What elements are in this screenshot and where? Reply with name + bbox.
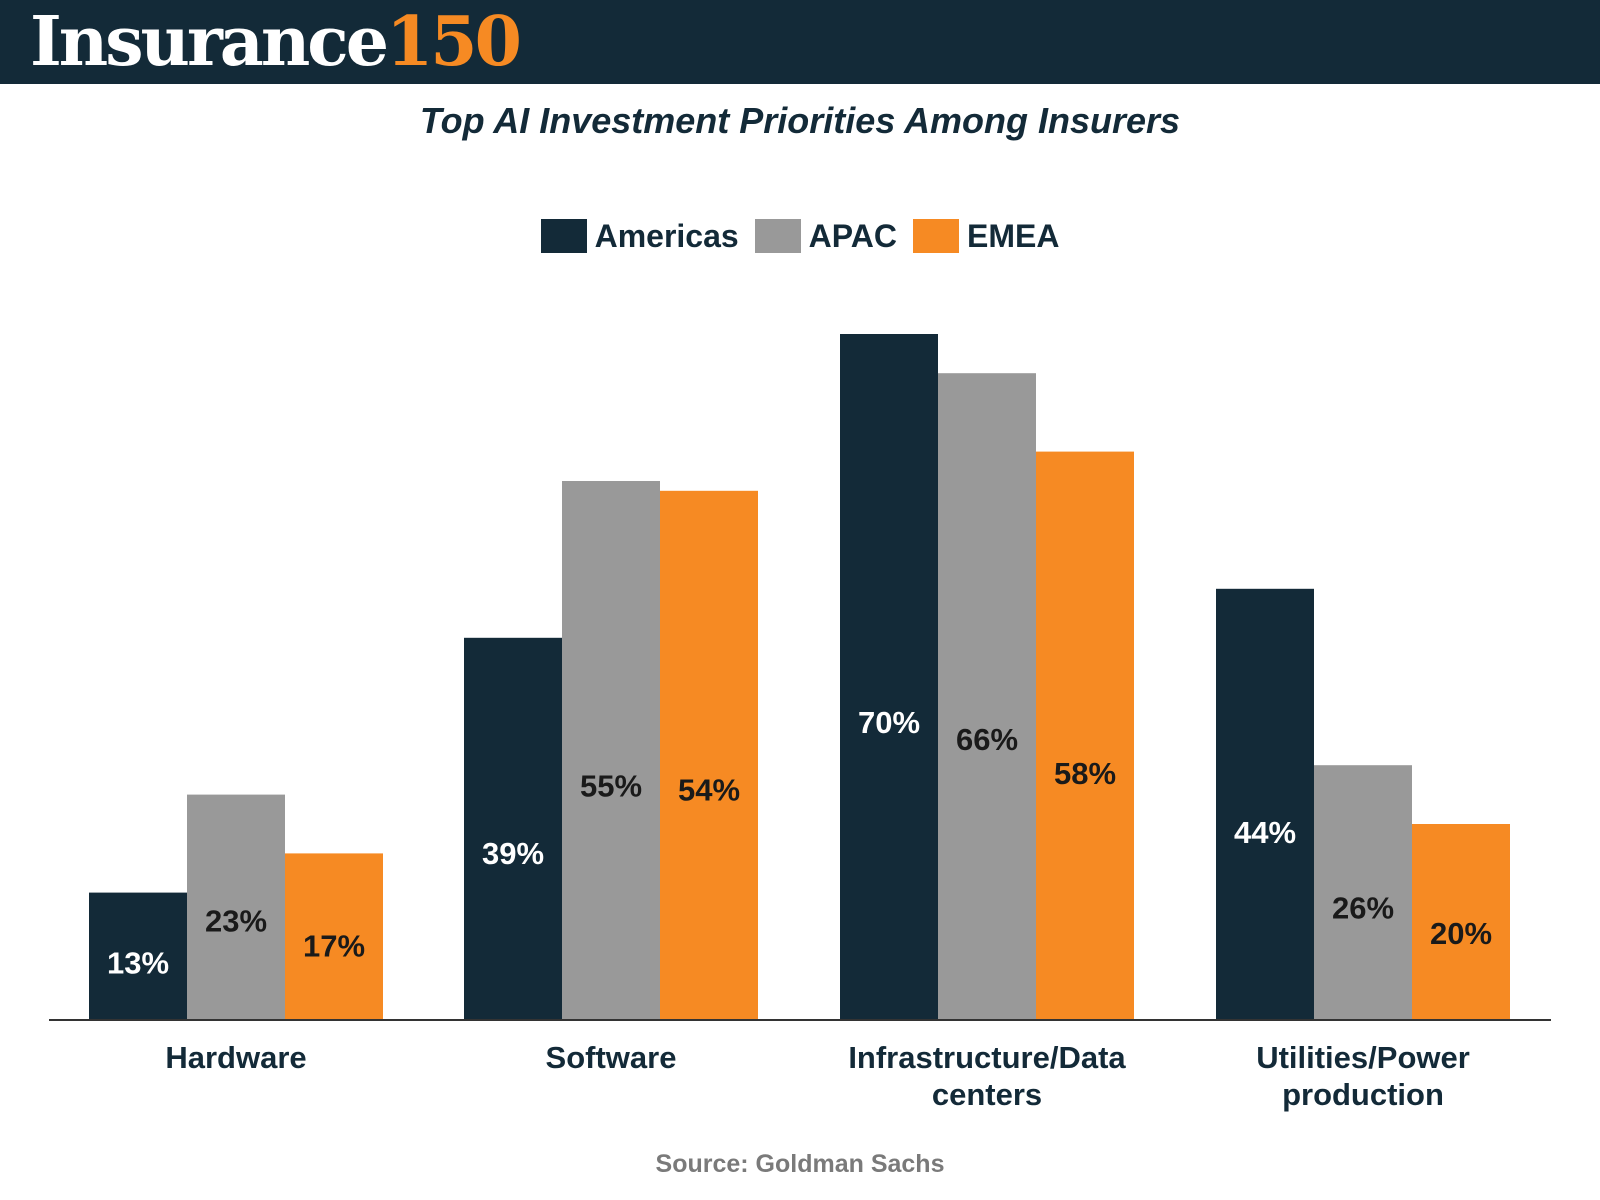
category-label-1-line-1: Hardware [165,1040,306,1075]
bar-emea-1 [285,853,383,1020]
bar-americas-2 [464,637,562,1020]
source-note: Source: Goldman Sachs [655,1150,945,1178]
bar-americas-4 [1216,588,1314,1020]
category-label-3-line-2: centers [932,1077,1042,1112]
bar-apac-4 [1314,765,1412,1020]
data-label-americas-3: 70% [858,705,920,740]
category-label-2-line-1: Software [546,1040,677,1075]
data-label-apac-2: 55% [580,768,642,803]
category-label-4-line-2: production [1282,1077,1444,1112]
data-label-apac-4: 26% [1332,891,1394,926]
bar-apac-2 [562,481,660,1020]
chart-legend: Americas APAC EMEA [0,214,1600,258]
category-label-3-line-1: Infrastructure/Data [848,1040,1126,1075]
data-label-emea-2: 54% [678,773,740,808]
bar-apac-1 [187,794,285,1020]
bar-emea-3 [1036,451,1134,1021]
bar-apac-3 [938,373,1036,1020]
bar-emea-4 [1412,824,1510,1020]
data-label-emea-3: 58% [1054,756,1116,791]
chart-title: Top AI Investment Priorities Among Insur… [419,100,1181,141]
data-label-americas-4: 44% [1234,815,1296,850]
data-label-emea-1: 17% [303,929,365,964]
header-bar: Insurance150 [0,0,1600,84]
legend-label-apac: APAC [808,217,897,254]
legend-swatch-americas [540,219,587,253]
data-label-emea-4: 20% [1430,916,1492,951]
data-label-apac-3: 66% [956,722,1018,757]
bar-emea-2 [660,490,758,1020]
category-label-4-line-1: Utilities/Power [1256,1040,1470,1075]
legend-label-emea: EMEA [966,217,1060,254]
legend-item-apac: APAC [754,217,897,255]
legend-swatch-emea [912,219,959,253]
legend-item-americas: Americas [540,217,739,255]
legend-label-americas: Americas [594,217,739,254]
data-label-apac-1: 23% [205,903,267,938]
logo-number: 150 [385,2,522,82]
bar-americas-1 [89,892,187,1020]
brand-logo: Insurance150 [30,2,522,82]
data-label-americas-2: 39% [482,836,544,871]
bar-americas-3 [840,334,938,1020]
legend-swatch-apac [754,219,801,253]
logo-word: Insurance [30,2,389,82]
data-label-americas-1: 13% [107,945,169,980]
legend-item-emea: EMEA [912,217,1060,255]
